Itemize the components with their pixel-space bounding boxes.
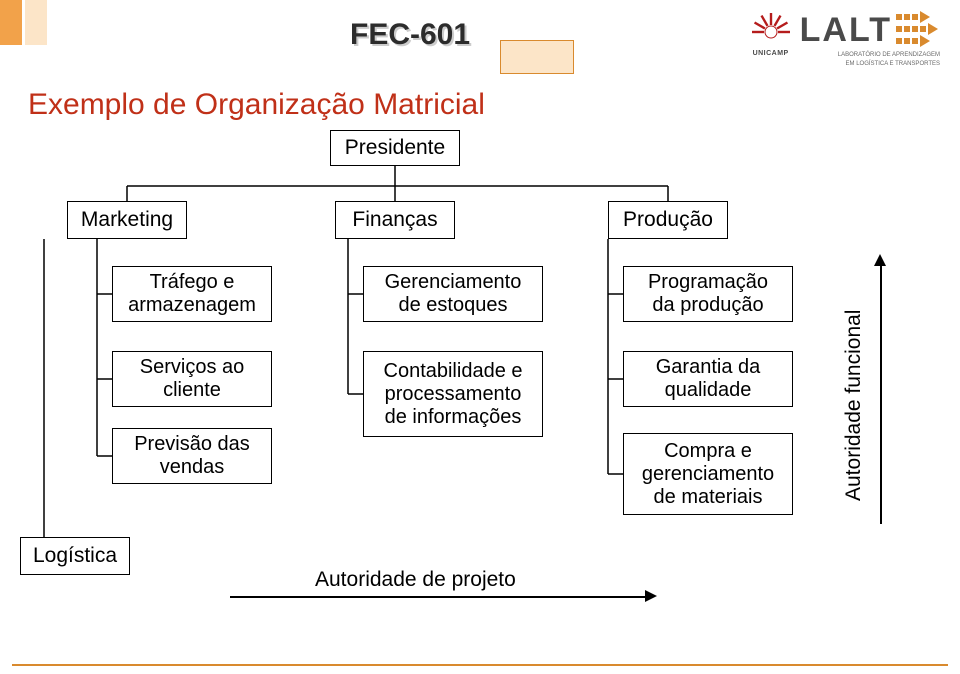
node-programacao: Programação da produção [623,266,793,322]
node-servicos: Serviços ao cliente [112,351,272,407]
lalt-logo-block: LALT LABORATÓRIO DE APRENDIZAGEM EM LOGÍ… [800,10,940,68]
org-chart: Presidente Marketing Finanças Produção T… [0,126,960,646]
header-accent-rect [500,40,574,74]
functional-authority-arrow-line [880,264,882,524]
course-code: FEC-601 [350,18,470,52]
slide-title: Exemplo de Organização Matricial [28,88,485,122]
node-contabilidade: Contabilidade e processamento de informa… [363,351,543,437]
project-authority-arrow-line [230,596,645,598]
footer-line [12,664,948,667]
unicamp-label: UNICAMP [753,50,789,57]
functional-authority-arrow-head [874,254,886,266]
unicamp-logo: UNICAMP [750,10,792,57]
unicamp-icon [750,10,792,48]
node-trafego: Tráfego e armazenagem [112,266,272,322]
node-previsao: Previsão das vendas [112,428,272,484]
header-bar-solid [0,0,22,45]
logo-area: UNICAMP LALT LABORATÓRIO DE APRENDIZAGEM… [750,10,940,68]
header-color-bars [0,0,47,45]
header-bar-light [25,0,47,45]
lalt-arrow-icon [896,10,940,50]
lalt-label: LALT [800,11,892,50]
node-logistica: Logística [20,537,130,575]
node-marketing: Marketing [67,201,187,239]
lalt-subtitle-2: EM LOGÍSTICA E TRANSPORTES [800,61,940,68]
node-presidente: Presidente [330,130,460,166]
functional-authority-label: Autoridade funcional [842,281,866,501]
node-compra: Compra e gerenciamento de materiais [623,433,793,515]
project-authority-arrow-head [645,590,657,602]
node-gerenciamento: Gerenciamento de estoques [363,266,543,322]
node-financas: Finanças [335,201,455,239]
node-garantia: Garantia da qualidade [623,351,793,407]
project-authority-label: Autoridade de projeto [315,568,516,592]
lalt-subtitle-1: LABORATÓRIO DE APRENDIZAGEM [800,52,940,59]
node-producao: Produção [608,201,728,239]
